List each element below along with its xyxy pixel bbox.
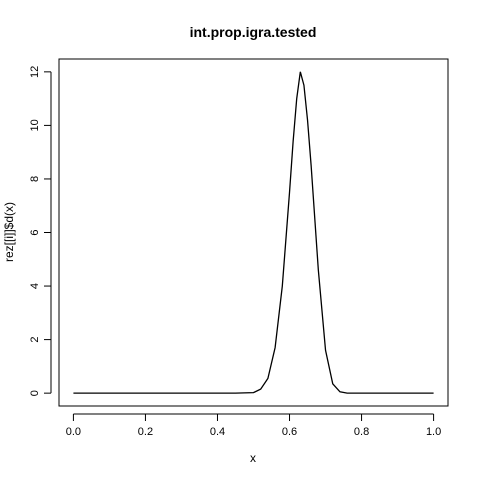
y-tick-label: 8 — [29, 176, 41, 182]
y-tick-label: 10 — [29, 119, 41, 131]
x-tick-label: 0.6 — [282, 426, 297, 438]
density-line — [73, 71, 434, 394]
y-tick-label: 4 — [29, 283, 41, 289]
x-tick-label: 0.4 — [210, 426, 225, 438]
y-tick-label: 12 — [29, 66, 41, 78]
y-axis-label: rez[[i]]$d(x) — [2, 202, 16, 262]
plot-box — [58, 58, 449, 407]
axes: 0.0 0.2 0.4 0.6 0.8 1.0 0 2 4 6 8 10 12 — [29, 66, 441, 438]
x-tick-label: 1.0 — [426, 426, 441, 438]
y-tick-label: 6 — [29, 229, 41, 235]
y-tick-label: 2 — [29, 337, 41, 343]
x-tick-label: 0.0 — [66, 426, 81, 438]
chart-title: int.prop.igra.tested — [190, 24, 317, 40]
x-tick-label: 0.2 — [138, 426, 153, 438]
x-tick-label: 0.8 — [354, 426, 369, 438]
y-tick-label: 0 — [29, 390, 41, 396]
x-axis-label: x — [250, 451, 256, 465]
